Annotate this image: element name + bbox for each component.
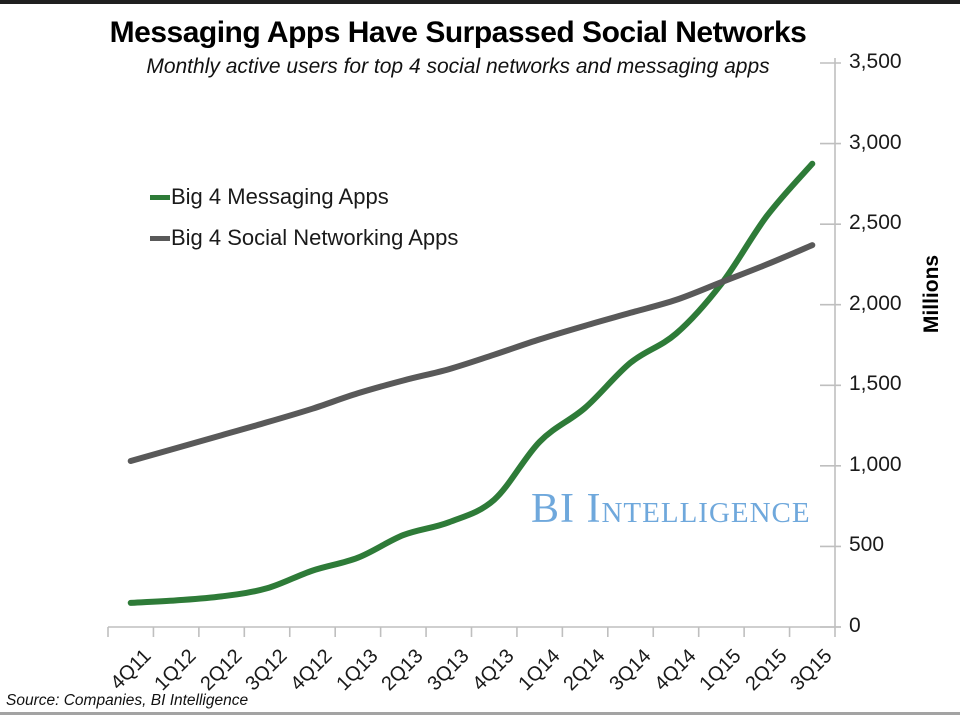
y-tick-label: 2,500 — [849, 211, 902, 235]
bottom-border — [0, 712, 960, 715]
source-note: Source: Companies, BI Intelligence — [6, 692, 249, 709]
watermark-bi-intelligence: BI Intelligence — [531, 486, 811, 532]
legend: Big 4 Messaging Apps Big 4 Social Networ… — [150, 184, 458, 266]
legend-label-social: Big 4 Social Networking Apps — [171, 225, 459, 250]
legend-item-social: Big 4 Social Networking Apps — [150, 225, 458, 251]
y-tick-label: 0 — [849, 614, 861, 637]
top-border — [0, 0, 960, 4]
legend-label-messaging: Big 4 Messaging Apps — [171, 184, 389, 209]
y-tick-label: 2,000 — [849, 291, 902, 315]
legend-item-messaging: Big 4 Messaging Apps — [150, 184, 458, 210]
y-tick-label: 3,500 — [849, 50, 902, 73]
y-tick-label: 500 — [849, 533, 885, 557]
y-tick-label: 1,500 — [849, 372, 902, 396]
series-line-social — [127, 242, 816, 465]
legend-swatch-social-icon — [150, 235, 170, 241]
y-tick-label: 1,000 — [849, 452, 902, 476]
page-subtitle: Monthly active users for top 4 social ne… — [146, 55, 770, 78]
legend-swatch-messaging-icon — [150, 194, 170, 200]
series-line-messaging — [127, 160, 816, 606]
page-title: Messaging Apps Have Surpassed Social Net… — [109, 16, 807, 49]
y-tick-label: 3,000 — [849, 130, 902, 154]
y-axis-title: Millions — [920, 254, 943, 334]
chart-header: Messaging Apps Have Surpassed Social Net… — [0, 16, 916, 79]
